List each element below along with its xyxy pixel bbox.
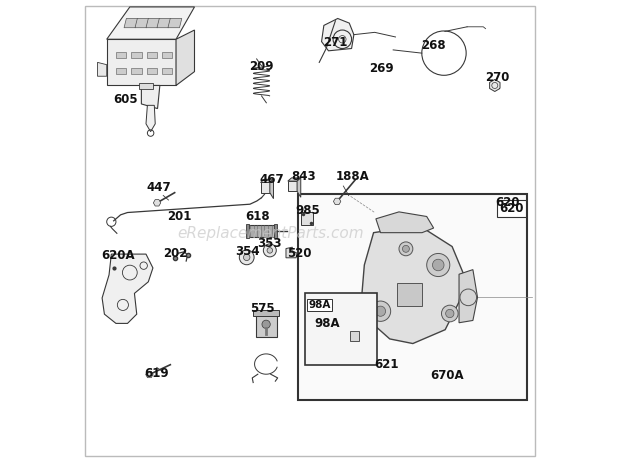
Bar	[306, 293, 377, 365]
Polygon shape	[157, 18, 171, 28]
Bar	[288, 181, 297, 191]
Bar	[147, 52, 157, 58]
Polygon shape	[286, 247, 297, 258]
Polygon shape	[288, 178, 301, 181]
Polygon shape	[317, 338, 324, 344]
Text: eReplacementParts.com: eReplacementParts.com	[177, 226, 364, 241]
Bar	[162, 52, 172, 58]
Polygon shape	[260, 179, 273, 182]
Bar	[397, 284, 422, 306]
Polygon shape	[176, 30, 195, 85]
Text: 620A: 620A	[101, 249, 135, 261]
Polygon shape	[146, 18, 160, 28]
Circle shape	[244, 254, 250, 261]
Text: 98A: 98A	[308, 300, 330, 310]
Text: 843: 843	[291, 170, 316, 183]
Circle shape	[239, 250, 254, 265]
Circle shape	[262, 320, 270, 328]
Bar	[147, 68, 157, 74]
Bar	[116, 68, 126, 74]
Circle shape	[446, 310, 454, 318]
Text: 985: 985	[295, 204, 320, 217]
Polygon shape	[146, 105, 155, 132]
Circle shape	[441, 305, 458, 322]
Polygon shape	[153, 200, 161, 206]
Bar	[298, 194, 527, 400]
Circle shape	[264, 244, 277, 257]
Bar	[253, 310, 279, 316]
Polygon shape	[135, 18, 149, 28]
Polygon shape	[97, 62, 107, 76]
Circle shape	[370, 301, 391, 322]
Bar	[256, 312, 277, 337]
Text: 270: 270	[485, 71, 509, 84]
Polygon shape	[270, 179, 273, 199]
Text: 575: 575	[250, 302, 275, 315]
Polygon shape	[334, 198, 341, 205]
Text: 618: 618	[246, 210, 270, 223]
Text: 268: 268	[421, 39, 446, 52]
Circle shape	[376, 306, 386, 316]
Circle shape	[399, 242, 413, 256]
Text: 670A: 670A	[430, 369, 464, 382]
Polygon shape	[376, 212, 433, 233]
Polygon shape	[490, 79, 500, 91]
Polygon shape	[107, 39, 176, 85]
Polygon shape	[168, 18, 182, 28]
Text: 201: 201	[167, 210, 191, 223]
Polygon shape	[459, 270, 477, 323]
Text: 202: 202	[163, 247, 187, 260]
Bar	[274, 224, 277, 238]
Text: 98A: 98A	[314, 317, 340, 330]
Text: 353: 353	[257, 237, 281, 250]
Circle shape	[402, 245, 409, 252]
Polygon shape	[102, 254, 153, 323]
Text: 447: 447	[146, 181, 170, 194]
Text: 269: 269	[369, 62, 394, 75]
Text: 619: 619	[144, 367, 169, 380]
Polygon shape	[107, 7, 195, 39]
Text: 605: 605	[113, 93, 138, 106]
Polygon shape	[146, 371, 153, 377]
Bar	[350, 331, 359, 341]
Text: 271: 271	[323, 36, 347, 49]
Bar	[162, 68, 172, 74]
Polygon shape	[362, 228, 464, 344]
Circle shape	[427, 254, 449, 277]
Circle shape	[433, 259, 444, 271]
Text: 620: 620	[499, 202, 523, 215]
Bar	[246, 224, 249, 238]
Text: 467: 467	[259, 173, 284, 186]
Bar	[139, 83, 153, 89]
Text: 520: 520	[287, 247, 311, 260]
Text: 188A: 188A	[335, 170, 369, 183]
Bar	[116, 52, 126, 58]
Text: 621: 621	[374, 358, 398, 371]
Bar	[131, 52, 141, 58]
Polygon shape	[124, 18, 138, 28]
Text: 209: 209	[249, 61, 273, 73]
Text: 620: 620	[495, 196, 520, 209]
Bar	[301, 212, 312, 225]
Polygon shape	[322, 18, 354, 51]
Bar	[247, 225, 275, 237]
Bar	[131, 68, 141, 74]
Polygon shape	[141, 85, 160, 109]
Circle shape	[267, 248, 273, 253]
Text: 354: 354	[235, 245, 260, 258]
Polygon shape	[297, 178, 301, 197]
Bar	[260, 182, 270, 193]
